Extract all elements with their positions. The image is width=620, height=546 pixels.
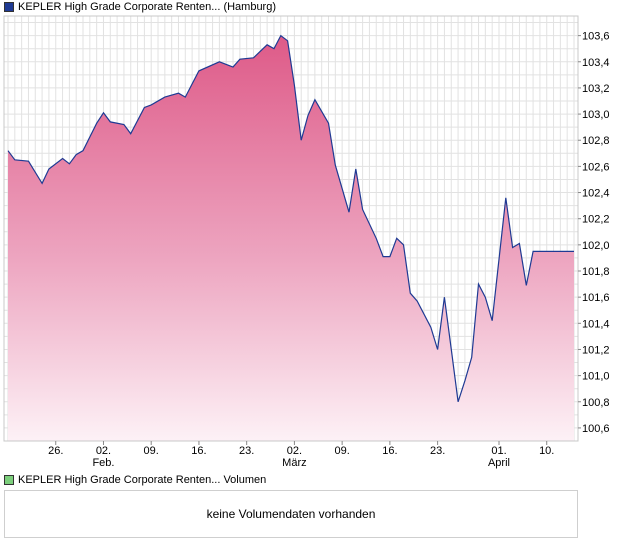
price-legend: KEPLER High Grade Corporate Renten... (H… [4, 0, 276, 14]
y-tick-label: 100,8 [582, 397, 610, 409]
volume-legend: KEPLER High Grade Corporate Renten... Vo… [4, 473, 266, 487]
y-tick-label: 102,4 [582, 188, 610, 200]
volume-legend-label: KEPLER High Grade Corporate Renten... Vo… [18, 474, 267, 486]
y-tick-label: 101,0 [582, 371, 610, 383]
y-tick-label: 102,0 [582, 240, 610, 252]
price-legend-label: KEPLER High Grade Corporate Renten... (H… [18, 1, 277, 13]
price-chart: 100,6 100,8 101,0 101,2 101,4 101,6 101,8 102,0… [3, 15, 610, 469]
x-tick-label: 02. [96, 445, 111, 457]
x-tick-label: 09. [144, 445, 159, 457]
y-tick-label: 101,2 [582, 344, 610, 356]
y-tick-label: 103,2 [582, 83, 610, 95]
y-tick-label: 103,6 [582, 31, 610, 43]
y-tick-label: 101,4 [582, 318, 610, 330]
y-tick-label: 102,6 [582, 161, 610, 173]
price-legend-swatch [4, 2, 14, 12]
price-area [8, 35, 574, 441]
x-tick-label: 16. [382, 445, 397, 457]
x-tick-label: 10. [539, 445, 554, 457]
y-tick-label: 103,4 [582, 57, 610, 69]
x-tick-label: 01. [491, 445, 506, 457]
y-tick-label: 102,2 [582, 214, 610, 226]
y-tick-label: 103,0 [582, 109, 610, 121]
x-tick-month-label: April [488, 457, 510, 469]
price-line [7, 34, 574, 402]
x-tick-label: 26. [48, 445, 63, 457]
x-tick-label: 02. [287, 445, 302, 457]
y-tick-label: 101,8 [582, 266, 610, 278]
x-tick-label: 23. [430, 445, 445, 457]
x-tick-month-label: März [282, 457, 306, 469]
volume-legend-swatch [4, 475, 14, 485]
x-tick-month-label: Feb. [92, 457, 114, 469]
y-tick-label: 101,6 [582, 292, 610, 304]
y-tick-label: 100,6 [582, 423, 610, 435]
y-tick-label: 102,8 [582, 135, 610, 147]
x-tick-label: 16. [191, 445, 206, 457]
x-tick-label: 23. [239, 445, 254, 457]
no-volume-message: keine Volumendaten vorhanden [206, 507, 376, 521]
x-tick-label: 09. [334, 445, 349, 457]
plot-frame [3, 15, 579, 442]
volume-panel: keine Volumendaten vorhanden [4, 490, 578, 538]
